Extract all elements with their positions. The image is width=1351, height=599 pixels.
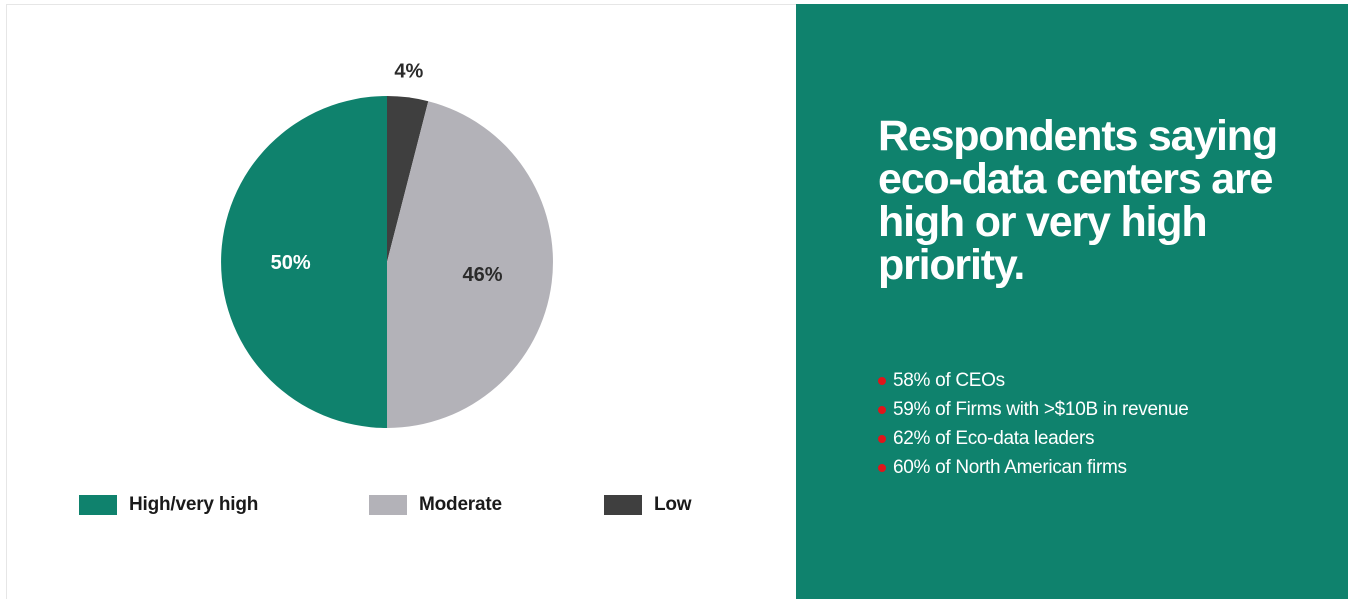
bullet-dot-icon <box>878 405 886 414</box>
panel-stat-text: 62% of Eco-data leaders <box>893 427 1095 449</box>
panel-stat-list: 58% of CEOs 59% of Firms with >$10B in r… <box>878 366 1189 482</box>
pie-slice-low <box>387 96 429 262</box>
panel-stat-item: 60% of North American firms <box>878 453 1189 482</box>
panel-stat-item: 62% of Eco-data leaders <box>878 424 1189 453</box>
legend-swatch-moderate <box>369 495 407 515</box>
panel-stat-text: 58% of CEOs <box>893 369 1005 391</box>
legend-label-high: High/very high <box>129 494 259 515</box>
data-label-moderate: 46% <box>462 264 502 286</box>
chart-legend: High/very high Moderate Low <box>0 490 790 520</box>
panel-stat-text: 59% of Firms with >$10B in revenue <box>893 398 1189 420</box>
data-label-high-very-high: 50% <box>271 252 311 274</box>
panel-heading: Respondents saying eco-data centers are … <box>878 112 1278 289</box>
bullet-dot-icon <box>878 376 886 385</box>
data-label-low: 4% <box>394 60 423 82</box>
legend-swatch-low <box>604 495 642 515</box>
panel-stat-item: 58% of CEOs <box>878 366 1189 395</box>
panel-stat-item: 59% of Firms with >$10B in revenue <box>878 395 1189 424</box>
legend-item-moderate: Moderate <box>369 490 502 520</box>
chart-area: 4% 46% 50% High/very high Moderate Low <box>0 60 790 520</box>
legend-item-high: High/very high <box>79 490 258 520</box>
bullet-dot-icon <box>878 463 886 472</box>
info-panel: Respondents saying eco-data centers are … <box>796 4 1348 599</box>
pie-chart: 4% 46% 50% <box>221 60 553 428</box>
legend-swatch-high <box>79 495 117 515</box>
pie-slice-high-very-high <box>221 96 387 428</box>
legend-item-low: Low <box>604 490 692 520</box>
legend-label-low: Low <box>654 494 692 515</box>
bullet-dot-icon <box>878 434 886 443</box>
panel-stat-text: 60% of North American firms <box>893 456 1127 478</box>
legend-label-moderate: Moderate <box>419 494 502 515</box>
pie-slice-moderate <box>387 101 553 428</box>
